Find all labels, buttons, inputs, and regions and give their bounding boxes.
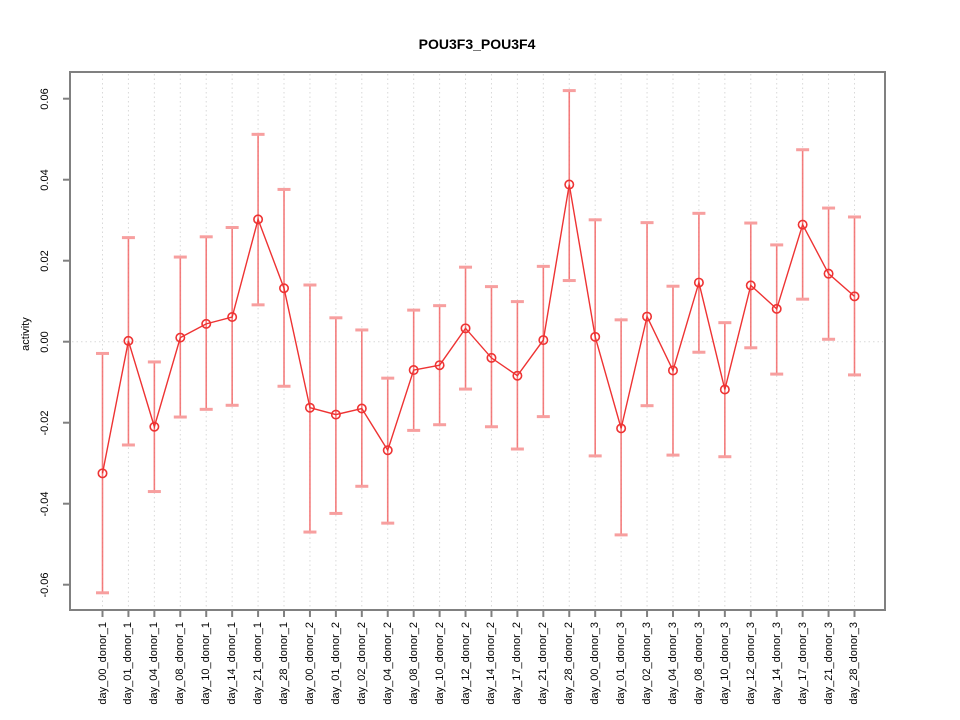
x-tick-label: day_08_donor_2 [407,622,420,705]
x-tick-label: day_14_donor_3 [770,622,783,705]
x-tick-label: day_08_donor_3 [692,622,705,705]
x-tick-label: day_01_donor_2 [329,622,342,705]
data-point [512,370,523,381]
data-point [590,331,601,342]
data-point [149,421,160,432]
x-tick-label: day_04_donor_2 [381,622,394,705]
x-tick-label: day_28_donor_3 [848,622,861,705]
y-tick-label: -0.06 [39,572,51,598]
data-point [279,283,290,294]
data-point [460,323,471,334]
x-tick-label: day_02_donor_2 [355,622,368,705]
chart-title: POU3F3_POU3F4 [418,36,536,52]
y-tick-label: 0.02 [39,249,51,272]
data-point [408,365,419,376]
data-point [486,352,497,363]
x-tick-label: day_14_donor_2 [485,622,498,705]
y-tick-label: 0.00 [39,330,51,353]
data-point [667,365,678,376]
data-point [745,280,756,291]
data-point [642,311,653,322]
data-point [330,409,341,420]
data-point [693,277,704,288]
x-tick-label: day_10_donor_3 [718,622,731,705]
data-point [175,332,186,343]
x-tick-label: day_10_donor_2 [433,622,446,705]
data-point [771,303,782,314]
data-point [253,214,264,225]
x-tick-label: day_00_donor_2 [303,622,316,705]
data-point [382,445,393,456]
x-tick-label: day_00_donor_3 [589,622,602,705]
x-tick-label: day_21_donor_3 [822,622,835,705]
x-tick-label: day_12_donor_2 [459,622,472,705]
x-tick-label: day_10_donor_1 [200,622,213,705]
x-tick-label: day_14_donor_1 [226,622,239,705]
x-tick-label: day_17_donor_3 [796,622,809,705]
data-point [538,335,549,346]
y-tick-label: 0.04 [39,168,51,191]
data-point [304,402,315,413]
data-point [356,403,367,414]
y-tick-label: -0.02 [39,410,51,436]
y-tick-label: 0.06 [39,87,51,110]
data-point [434,360,445,371]
data-point [616,423,627,434]
data-point [719,384,730,395]
y-axis-label: activity [20,317,32,351]
x-tick-label: day_21_donor_2 [537,622,550,705]
series-line [101,184,855,474]
y-tick-label: -0.04 [39,491,51,517]
data-point [564,179,575,190]
data-point [123,335,134,346]
x-tick-label: day_28_donor_1 [278,622,291,705]
x-tick-label: day_08_donor_1 [174,622,187,705]
x-tick-label: day_04_donor_1 [148,622,161,705]
x-tick-label: day_01_donor_3 [615,622,628,705]
x-tick-label: day_04_donor_3 [666,622,679,705]
x-tick-label: day_02_donor_3 [641,622,654,705]
x-tick-label: day_17_donor_2 [511,622,524,705]
data-point [97,468,108,479]
data-point [823,268,834,279]
data-point [849,291,860,302]
data-point [201,318,212,329]
x-tick-label: day_01_donor_1 [122,622,135,705]
x-tick-label: day_28_donor_2 [563,622,576,705]
x-tick-label: day_00_donor_1 [96,622,109,705]
x-tick-label: day_12_donor_3 [744,622,757,705]
data-point [797,219,808,230]
x-tick-label: day_21_donor_1 [252,622,265,705]
data-point [227,311,238,322]
